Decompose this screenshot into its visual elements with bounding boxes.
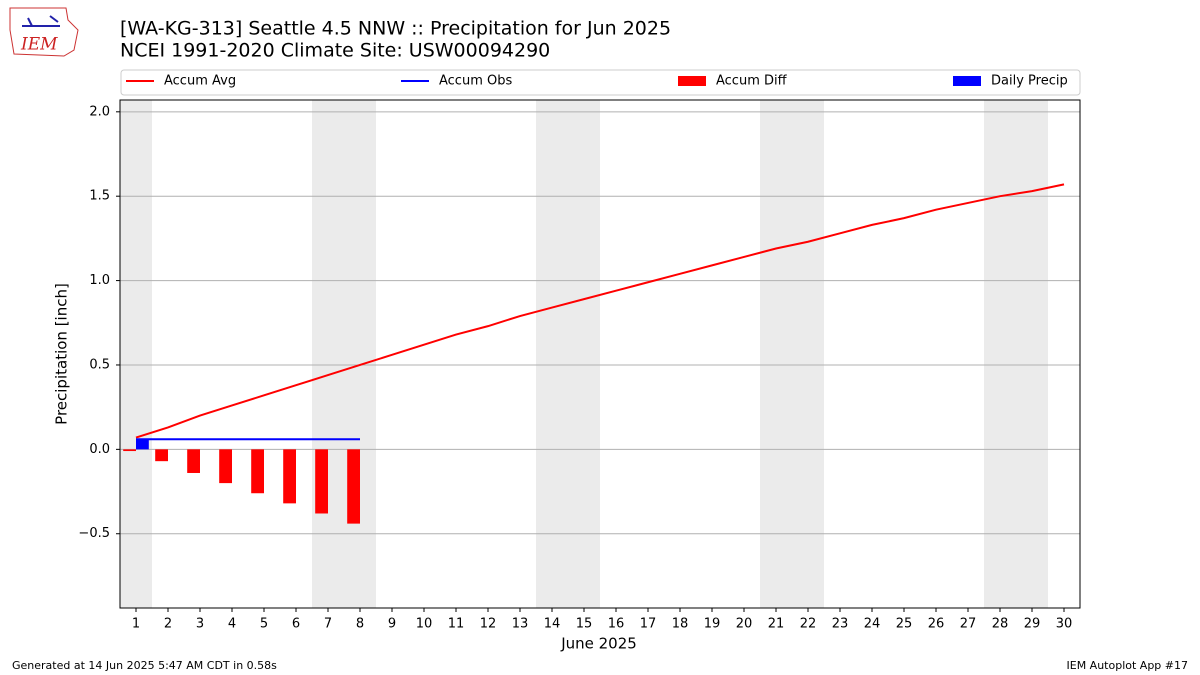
x-axis-label: June 2025 xyxy=(560,635,637,653)
plot-frame xyxy=(119,99,1081,609)
y-tick-label: −0.5 xyxy=(78,526,110,541)
legend-label: Accum Avg xyxy=(164,74,236,89)
bar xyxy=(155,449,168,462)
x-tick-label: 20 xyxy=(736,617,753,632)
y-axis-label: Precipitation [inch] xyxy=(53,283,71,425)
bar xyxy=(187,449,200,473)
footer-left: Generated at 14 Jun 2025 5:47 AM CDT in … xyxy=(12,659,277,672)
x-tick-label: 17 xyxy=(640,617,657,632)
x-tick-label: 14 xyxy=(544,617,561,632)
x-tick-label: 11 xyxy=(448,617,465,632)
bar xyxy=(283,449,296,504)
legend-label: Accum Obs xyxy=(439,74,512,89)
x-tick-label: 25 xyxy=(896,617,913,632)
x-tick-label: 26 xyxy=(928,617,945,632)
x-tick-label: 16 xyxy=(608,617,625,632)
x-tick-label: 19 xyxy=(704,617,721,632)
legend-label: Accum Diff xyxy=(716,74,788,89)
x-tick-label: 5 xyxy=(260,617,268,632)
x-tick-label: 21 xyxy=(768,617,785,632)
x-tick-label: 15 xyxy=(576,617,593,632)
x-tick-label: 2 xyxy=(164,617,172,632)
x-tick-label: 13 xyxy=(512,617,529,632)
bar xyxy=(347,449,360,524)
x-tick-label: 30 xyxy=(1056,617,1073,632)
x-tick-label: 29 xyxy=(1024,617,1041,632)
weekend-band xyxy=(120,100,152,608)
x-tick-label: 1 xyxy=(132,617,140,632)
x-tick-label: 10 xyxy=(416,617,433,632)
y-tick-label: 2.0 xyxy=(89,104,110,119)
line-series xyxy=(135,183,1065,439)
y-tick-label: 0.0 xyxy=(89,442,110,457)
x-tick-label: 4 xyxy=(228,617,236,632)
chart-title: [WA-KG-313] Seattle 4.5 NNW :: Precipita… xyxy=(120,18,671,40)
y-tick-label: 0.5 xyxy=(89,357,110,372)
bar xyxy=(315,449,328,514)
bar xyxy=(251,449,264,494)
x-tick-label: 12 xyxy=(480,617,497,632)
x-tick-label: 27 xyxy=(960,617,977,632)
x-tick-label: 7 xyxy=(324,617,332,632)
logo-text: IEM xyxy=(20,35,58,55)
y-tick-label: 1.5 xyxy=(89,189,110,204)
x-tick-label: 24 xyxy=(864,617,881,632)
weekend-band xyxy=(760,100,824,608)
x-tick-label: 6 xyxy=(292,617,300,632)
logo: IEM xyxy=(9,7,79,57)
y-tick-label: 1.0 xyxy=(89,273,110,288)
x-tick-label: 23 xyxy=(832,617,849,632)
footer-right: IEM Autoplot App #17 xyxy=(1067,659,1189,672)
x-tick-label: 9 xyxy=(388,617,396,632)
x-tick-label: 18 xyxy=(672,617,689,632)
x-tick-label: 8 xyxy=(356,617,364,632)
x-tick-label: 3 xyxy=(196,617,204,632)
legend-swatch xyxy=(678,76,706,86)
bar xyxy=(123,449,136,452)
bar xyxy=(219,449,232,484)
legend-swatch xyxy=(953,76,981,86)
weekend-band xyxy=(536,100,600,608)
weekend-band xyxy=(312,100,376,608)
weekend-band xyxy=(984,100,1048,608)
legend-box xyxy=(120,69,1081,96)
bar xyxy=(136,439,149,450)
x-tick-label: 22 xyxy=(800,617,817,632)
chart-subtitle: NCEI 1991-2020 Climate Site: USW00094290 xyxy=(120,40,550,62)
legend-label: Daily Precip xyxy=(991,74,1068,89)
x-tick-label: 28 xyxy=(992,617,1009,632)
